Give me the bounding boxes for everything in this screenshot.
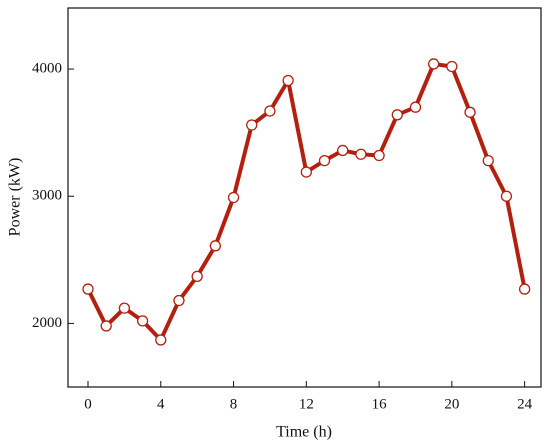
data-point (82, 283, 94, 295)
data-point (500, 190, 513, 202)
data-point (464, 106, 476, 118)
y-tick-label: 2000 (32, 315, 62, 331)
x-tick-label: 12 (299, 396, 314, 412)
y-tick-label: 3000 (32, 188, 62, 204)
x-tick-label: 0 (84, 396, 92, 412)
data-point (191, 270, 203, 283)
data-point (318, 154, 331, 167)
data-line (86, 61, 527, 342)
data-point (482, 154, 494, 167)
data-point (264, 105, 276, 117)
data-point (355, 148, 367, 160)
data-point (337, 144, 349, 157)
data-point (100, 320, 112, 332)
data-point (409, 101, 422, 113)
data-point (155, 334, 167, 346)
data-point (246, 119, 258, 131)
y-axis-title: Power (kW) (7, 158, 24, 237)
data-point (428, 58, 440, 70)
data-point (282, 74, 294, 87)
x-tick-label: 8 (230, 396, 238, 412)
data-point (136, 315, 149, 327)
x-tick-label: 20 (444, 396, 459, 412)
data-point (300, 166, 312, 178)
x-tick-label: 24 (517, 396, 533, 412)
x-tick-label: 16 (372, 396, 388, 412)
x-axis-title: Time (h) (276, 424, 332, 441)
data-point (173, 294, 185, 307)
plot-frame (67, 7, 542, 388)
data-point (373, 149, 385, 162)
data-point (518, 283, 531, 295)
data-point (227, 191, 240, 204)
y-tick-label: 4000 (32, 60, 62, 76)
data-point (391, 109, 403, 121)
data-point (209, 240, 222, 252)
data-point (446, 60, 458, 73)
x-tick-label: 4 (157, 396, 165, 412)
data-point (118, 302, 131, 314)
